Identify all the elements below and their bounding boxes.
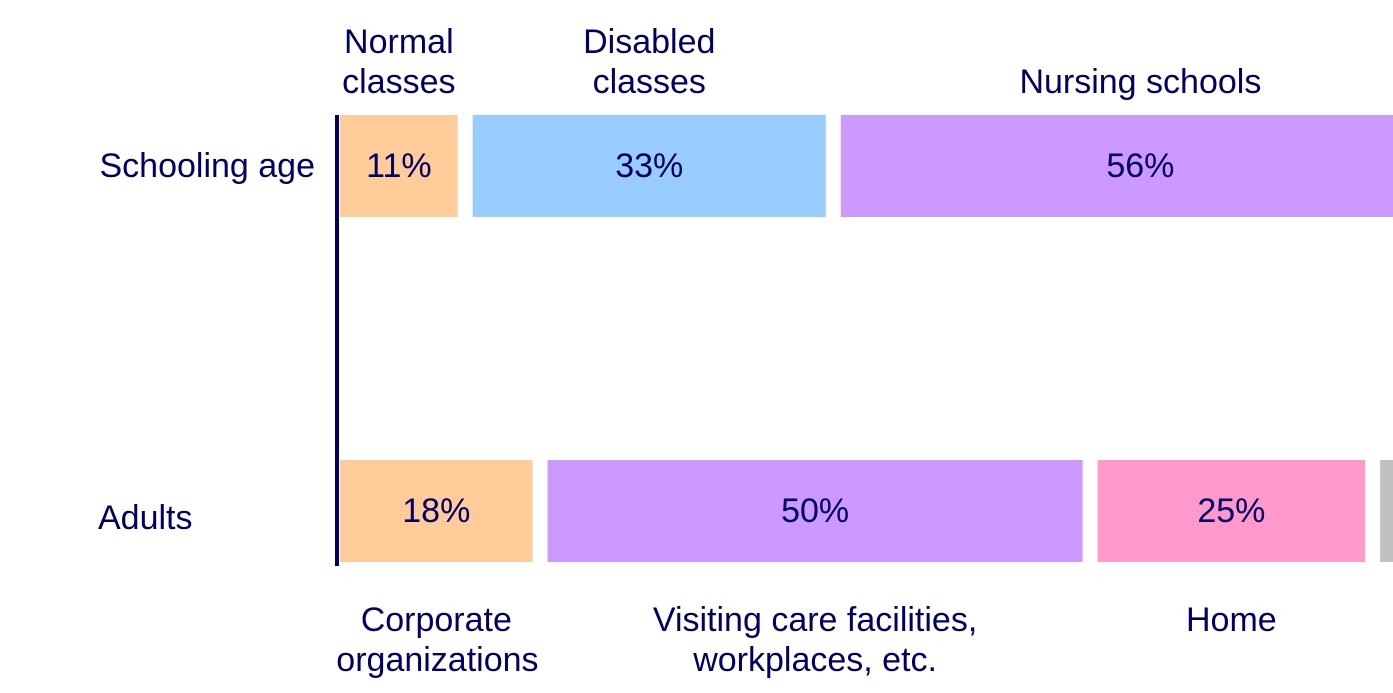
bar-segment — [547, 460, 1083, 562]
segment-label: Corporate organizations — [336, 601, 539, 679]
bar-segment — [1380, 460, 1393, 562]
segment-label: Disabled classes — [583, 23, 716, 101]
bar-segment — [1097, 460, 1366, 562]
value-label: 56% — [1106, 147, 1174, 185]
category-label: Adults — [98, 499, 193, 537]
segment-label: Normal classes — [342, 23, 456, 101]
category-label: Schooling age — [99, 147, 315, 185]
segment-label: Nursing schools — [1019, 63, 1262, 101]
value-label: 25% — [1197, 492, 1265, 530]
segment-label: Visiting care facilities, workplaces, et… — [652, 601, 978, 679]
segment-label: Home — [1185, 601, 1277, 639]
bar-segment — [472, 115, 826, 217]
value-label: 11% — [366, 147, 432, 185]
bar-segment — [840, 115, 1393, 217]
value-label: 18% — [402, 492, 470, 530]
bar-segment — [340, 460, 533, 562]
value-label: 50% — [781, 492, 849, 530]
bar-segment — [340, 115, 458, 217]
value-label: 33% — [615, 147, 683, 185]
